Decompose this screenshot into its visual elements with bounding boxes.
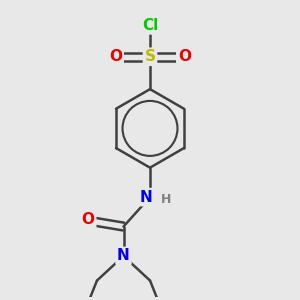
Text: O: O (82, 212, 95, 227)
Text: Cl: Cl (142, 18, 158, 33)
Text: N: N (117, 248, 130, 263)
Text: O: O (109, 49, 122, 64)
Text: H: H (160, 193, 171, 206)
Text: S: S (145, 49, 155, 64)
Text: O: O (178, 49, 191, 64)
Text: N: N (140, 190, 152, 205)
